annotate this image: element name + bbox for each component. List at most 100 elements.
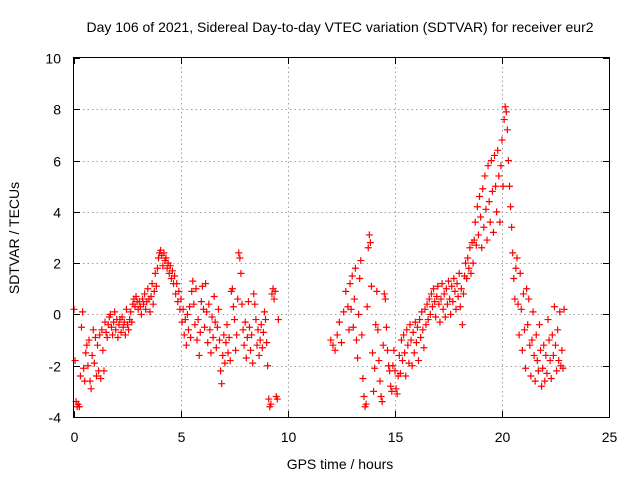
data-point <box>453 280 461 288</box>
data-point <box>552 341 559 349</box>
y-tick-label: -2 <box>49 359 62 375</box>
data-point <box>519 290 527 298</box>
data-point <box>192 285 200 293</box>
y-tick-label: 6 <box>53 154 61 170</box>
data-point <box>205 300 213 308</box>
data-point <box>499 182 507 190</box>
data-point <box>365 231 373 239</box>
data-point <box>384 346 392 354</box>
data-point <box>437 295 445 303</box>
data-point <box>548 331 556 339</box>
data-point <box>98 326 106 334</box>
data-point <box>413 323 421 331</box>
data-point <box>452 305 460 313</box>
data-point <box>401 349 409 357</box>
data-point <box>509 249 517 257</box>
data-point <box>479 185 487 193</box>
data-point <box>398 357 406 365</box>
data-point <box>458 321 466 329</box>
data-point <box>160 249 168 257</box>
data-point <box>417 334 425 342</box>
data-point <box>369 349 377 357</box>
data-point <box>97 375 105 383</box>
data-point <box>424 316 432 324</box>
data-point <box>520 326 528 334</box>
data-point <box>232 346 240 354</box>
data-point <box>85 336 93 344</box>
data-point <box>358 331 366 339</box>
data-point <box>526 341 534 349</box>
x-tick-label: 20 <box>495 429 511 445</box>
data-point <box>445 277 452 285</box>
data-point <box>451 287 459 295</box>
data-point <box>433 292 441 300</box>
data-point <box>419 326 427 334</box>
data-point <box>491 151 499 159</box>
data-point <box>175 287 183 295</box>
data-point <box>469 259 477 267</box>
data-point <box>549 351 557 359</box>
data-point <box>96 331 104 339</box>
data-point <box>257 321 265 329</box>
data-point <box>258 344 266 352</box>
data-point <box>220 331 228 339</box>
data-point <box>492 182 500 190</box>
data-point <box>496 218 504 226</box>
data-point <box>107 323 115 331</box>
data-point <box>505 182 513 190</box>
data-point <box>514 300 522 308</box>
data-point <box>207 349 215 357</box>
data-point <box>558 346 566 354</box>
x-tick-label: 25 <box>602 429 618 445</box>
data-point <box>184 326 192 334</box>
data-point <box>539 364 547 372</box>
data-point <box>210 292 218 300</box>
data-point <box>194 316 202 324</box>
data-point <box>428 303 436 311</box>
data-point <box>228 285 236 293</box>
data-point <box>486 218 494 226</box>
data-point <box>138 295 146 303</box>
data-point <box>142 305 150 313</box>
data-point <box>454 292 462 300</box>
data-point <box>447 310 455 318</box>
data-point <box>416 316 424 324</box>
data-point <box>349 323 357 331</box>
data-point <box>456 303 464 311</box>
x-tick-label: 15 <box>388 429 404 445</box>
data-point <box>243 334 251 342</box>
data-point <box>152 282 160 290</box>
data-point <box>173 280 181 288</box>
data-point <box>348 272 356 280</box>
data-point <box>196 328 204 336</box>
data-point <box>150 287 158 295</box>
x-tick-label: 5 <box>178 429 186 445</box>
data-point <box>242 354 250 362</box>
data-point <box>472 241 480 249</box>
y-tick-label: 10 <box>45 51 61 67</box>
data-point <box>115 321 123 329</box>
data-point <box>516 269 524 277</box>
data-point <box>404 341 412 349</box>
data-point <box>338 339 345 347</box>
data-point <box>530 351 538 359</box>
data-point <box>425 295 433 303</box>
data-point <box>553 367 561 375</box>
data-point <box>87 385 95 393</box>
data-point <box>211 318 219 326</box>
data-point <box>455 269 463 277</box>
data-point <box>253 341 261 349</box>
data-point <box>427 290 435 298</box>
data-point <box>544 316 552 324</box>
data-point <box>502 108 510 116</box>
data-point <box>362 400 370 408</box>
data-point <box>75 403 83 411</box>
data-point <box>267 400 275 408</box>
data-point <box>527 372 535 380</box>
data-point <box>80 364 88 372</box>
data-point <box>366 239 374 247</box>
data-point <box>436 318 444 326</box>
data-point <box>387 382 395 390</box>
data-point <box>109 331 117 339</box>
data-point <box>483 236 491 244</box>
